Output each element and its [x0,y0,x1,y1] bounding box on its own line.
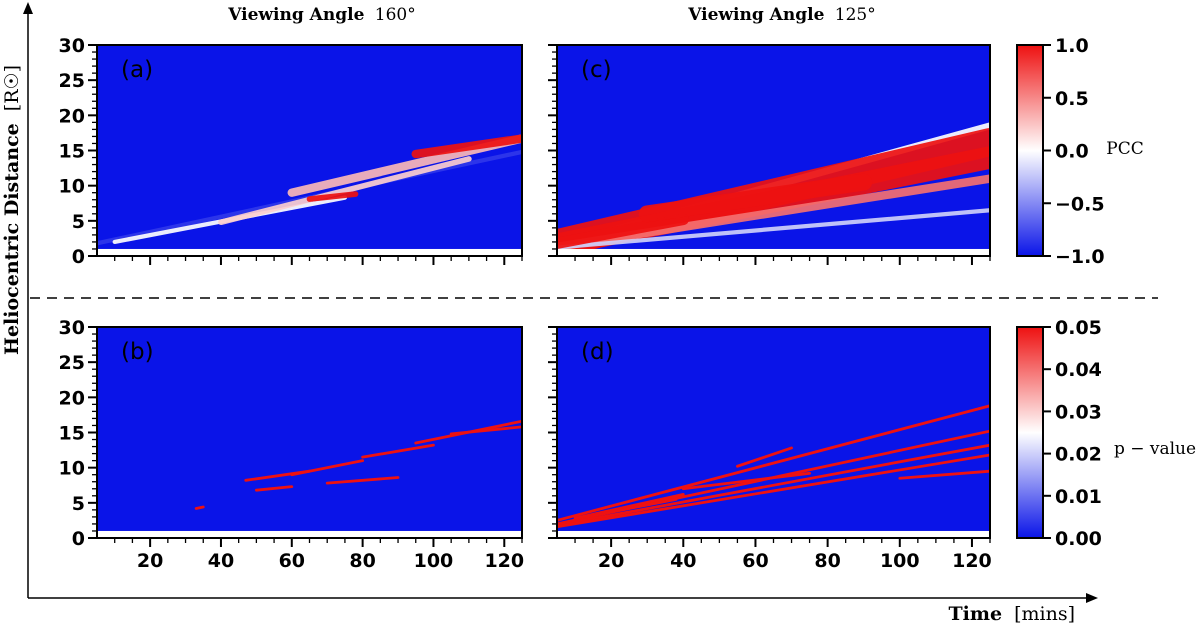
colorbar-tick-label: −0.5 [1055,193,1105,215]
x-tick-label: 40 [208,550,234,572]
colorbar-tick-label: 0.01 [1055,486,1102,508]
y-tick-label: 30 [59,35,85,57]
y-tick-label: 20 [59,105,85,127]
panel-c: (c) [548,44,991,265]
panel-label: (a) [121,57,153,83]
heatmap-feature [898,469,990,480]
colorbar-tick-label: 0.5 [1055,88,1089,110]
x-tick-label: 20 [137,550,163,572]
y-tick-label: 15 [59,423,85,445]
heatmap-feature [411,134,522,159]
y-tick-label: 5 [72,493,85,515]
no-data-strip [557,248,990,256]
column-title-left: Viewing Angle 160° [227,5,416,25]
heatmap-feature [557,404,990,522]
colorbar-gradient [1016,44,1044,257]
x-tick-label: 60 [279,550,305,572]
heatmap-feature [557,453,990,529]
panel-label: (d) [581,339,614,365]
heatmap-feature [194,505,205,510]
no-data-strip [557,530,990,538]
heatmap-features [97,134,522,246]
heatmap-feature [449,425,522,436]
x-tick-label: 60 [742,550,768,572]
x-tick-label: 40 [670,550,696,572]
colorbars-group: 1.0 0.5 0.0 −0.5 −1.0 PCC 0.05 0.04 0.03 0.02 0.01… [1016,35,1196,550]
colorbar-tick-label: 0.0 [1055,141,1089,163]
outer-x-axis-arrowhead [1086,593,1098,603]
heatmap-feature [638,173,873,223]
y-tick-label: 10 [59,458,85,480]
heatmap-features [194,419,522,510]
y-tick-label: 25 [59,352,85,374]
heatmap-feature [557,208,990,250]
y-tick-label: 5 [72,211,85,233]
heatmap-background [557,327,990,538]
heatmap-features [557,404,990,529]
x-tick-label: 100 [880,550,920,572]
heatmap-feature [254,485,294,492]
colorbar-pcc: 1.0 0.5 0.0 −0.5 −1.0 PCC [1016,35,1144,268]
x-tick-label: 100 [414,550,454,572]
colorbar-tick-label: 0.00 [1055,528,1102,550]
x-tick-label: 120 [952,550,992,572]
y-tick-label: 25 [59,70,85,92]
x-axis-label: Time [mins] [948,603,1075,625]
heatmap-features [557,122,990,256]
panels-group: 0 5 10 15 20 25 30 (a) (c) 0 5 10 15 20 25 30 20 40 60 80 10… [59,35,992,572]
x-tick-label: 80 [349,550,375,572]
no-data-strip [97,248,522,256]
panel-b: 0 5 10 15 20 25 30 20 40 60 80 100 120 (b) [59,317,525,572]
colorbar-gradient [1016,326,1044,539]
heatmap-feature [591,497,678,517]
colorbar-tick-label: 0.05 [1055,317,1102,339]
colorbar-tick-label: 0.03 [1055,401,1102,423]
x-tick-label: 120 [484,550,524,572]
colorbar-tick-label: −1.0 [1055,246,1105,268]
x-tick-label: 20 [598,550,624,572]
heatmap-feature [557,213,689,249]
panel-label: (c) [581,57,612,83]
heatmap-feature [361,443,435,459]
colorbar-label: PCC [1106,139,1143,159]
column-title-right: Viewing Angle 125° [687,5,876,25]
y-tick-label: 0 [72,528,85,550]
heatmap-feature [736,446,793,468]
colorbar-tick-label: 0.04 [1055,359,1102,381]
heatmap-feature [557,174,990,252]
panel-d: 20 40 60 80 100 120 (d) [548,326,992,572]
colorbar-p-value: 0.05 0.04 0.03 0.02 0.01 0.00 p − value [1016,317,1196,550]
y-tick-label: 30 [59,317,85,339]
heatmap-feature [218,156,472,226]
colorbar-tick-label: 0.02 [1055,444,1102,466]
outer-y-axis-arrowhead [23,2,33,14]
y-tick-label: 15 [59,141,85,163]
heatmap-feature [557,443,990,527]
panel-label: (b) [121,339,154,365]
heatmap-feature [325,476,400,485]
heatmap-feature [290,459,365,477]
y-tick-label: 20 [59,387,85,409]
panel-a: 0 5 10 15 20 25 30 (a) [59,35,523,268]
no-data-strip [97,530,522,538]
colorbar-label: p − value [1114,439,1196,459]
y-tick-label: 0 [72,246,85,268]
x-tick-label: 80 [814,550,840,572]
y-axis-label: Heliocentric Distance [R☉] [1,65,23,355]
heatmap-feature [681,471,811,491]
colorbar-tick-label: 1.0 [1055,35,1089,57]
heatmap-feature [306,191,359,202]
y-tick-label: 10 [59,176,85,198]
